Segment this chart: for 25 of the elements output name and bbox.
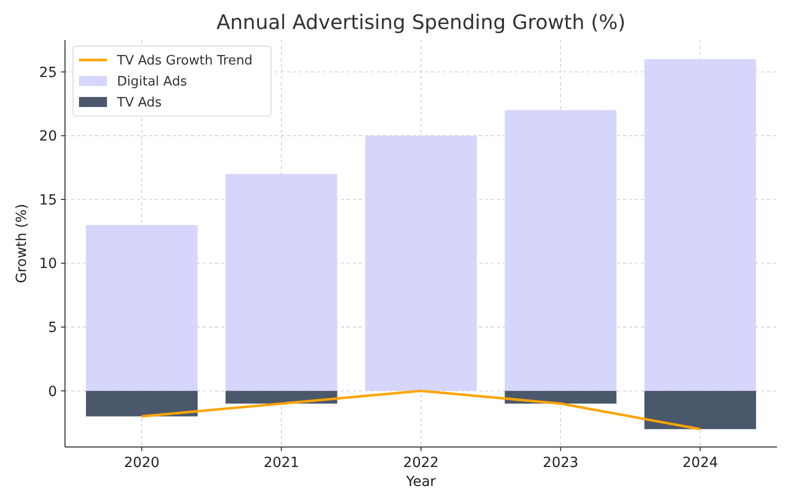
bar [365,136,477,391]
y-tick-label: 15 [39,192,57,208]
bar [644,390,756,430]
y-tick-label: 10 [39,256,57,272]
y-tick-label: 5 [48,320,57,336]
chart-title: Annual Advertising Spending Growth (%) [216,10,626,34]
x-axis-title: Year [405,474,436,490]
x-tick-label: 2020 [124,455,160,471]
legend-label: TV Ads [116,96,162,111]
y-tick-label: 0 [48,384,57,400]
x-tick-label: 2024 [682,455,718,471]
line-series [140,390,702,430]
x-tick-label: 2021 [264,455,300,471]
y-tick-label: 20 [39,128,57,145]
bar [86,390,198,416]
legend-label: Digital Ads [117,74,188,90]
legend-label: TV Ads Growth Trend [116,54,253,69]
bar [86,225,198,391]
y-axis-title: Growth (%) [14,204,30,284]
x-tick-label: 2023 [542,455,578,471]
y-tick-label: 25 [39,64,57,81]
x-tick-label: 2022 [403,455,439,471]
bar [644,59,756,391]
bar [504,110,616,391]
bar [226,174,338,391]
